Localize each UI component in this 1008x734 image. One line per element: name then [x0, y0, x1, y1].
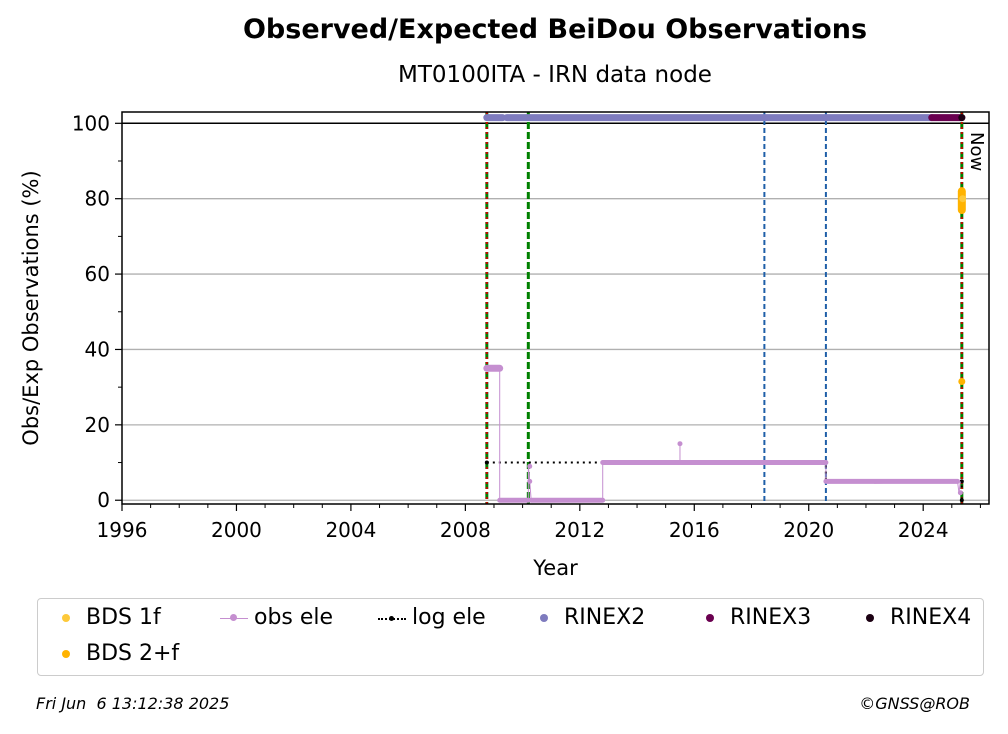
bds-1f-point	[959, 195, 967, 203]
obs-ele-point	[527, 478, 533, 484]
x-axis-label: Year	[532, 556, 578, 580]
legend-item-bds-2f: BDS 2+f	[52, 641, 179, 666]
x-tick-label: 2000	[211, 518, 262, 542]
legend-label: log ele	[412, 605, 486, 630]
legend-label: BDS 2+f	[86, 641, 180, 666]
x-tick-label: 2024	[898, 518, 949, 542]
x-tick-label: 2020	[783, 518, 834, 542]
y-tick-label: 60	[85, 262, 110, 286]
chart-subtitle: MT0100ITA - IRN data node	[398, 62, 712, 88]
axes-frame	[121, 111, 990, 505]
x-tick-label: 2012	[554, 518, 605, 542]
legend-label: RINEX3	[730, 605, 812, 630]
now-label: Now	[966, 132, 987, 171]
legend-item-obs-ele: obs ele	[220, 605, 333, 630]
footer-copyright: ©GNSS@ROB	[859, 694, 970, 713]
y-tick-label: 20	[85, 413, 110, 437]
plot-area: 0 20 40 60 80 100 1996 2000 2004 2008 2012 2016 2020…	[19, 111, 990, 580]
x-tick-label: 1996	[97, 518, 148, 542]
obs-ele-point	[957, 490, 963, 496]
footer-timestamp: Fri Jun 6 13:12:38 2025	[36, 694, 230, 713]
y-axis-label: Obs/Exp Observations (%)	[19, 170, 43, 445]
legend-item-rinex3: RINEX3	[696, 605, 811, 630]
legend-marker	[62, 613, 70, 622]
legend-label: obs ele	[254, 605, 334, 630]
obs-ele-point	[527, 463, 533, 469]
y-tick-label: 40	[85, 337, 110, 361]
legend-label: BDS 1f	[86, 605, 161, 630]
log-ele-point	[484, 460, 489, 465]
rinex4-point	[958, 114, 966, 122]
legend-item-rinex2: RINEX2	[530, 605, 645, 630]
y-tick-label: 100	[72, 111, 110, 135]
legend-label: RINEX2	[564, 605, 646, 630]
y-tick-label: 80	[85, 187, 110, 211]
y-tick-label: 0	[97, 488, 110, 512]
legend: BDS 1f obs ele log ele RINEX2 RINEX3 RIN…	[37, 598, 984, 676]
log-ele-point	[959, 479, 964, 484]
x-tick-label: 2008	[440, 518, 491, 542]
x-tick-label: 2016	[669, 518, 720, 542]
x-tick-label: 2004	[325, 518, 376, 542]
chart-title: Observed/Expected BeiDou Observations	[242, 14, 868, 45]
legend-label: RINEX4	[890, 605, 972, 630]
legend-item-rinex4: RINEX4	[856, 605, 971, 630]
legend-item-log-ele: log ele	[378, 605, 486, 630]
legend-item-bds-1f: BDS 1f	[52, 605, 161, 630]
obs-ele-point	[677, 441, 683, 447]
bds-2f-point	[958, 378, 966, 385]
log-ele-point	[959, 498, 964, 503]
